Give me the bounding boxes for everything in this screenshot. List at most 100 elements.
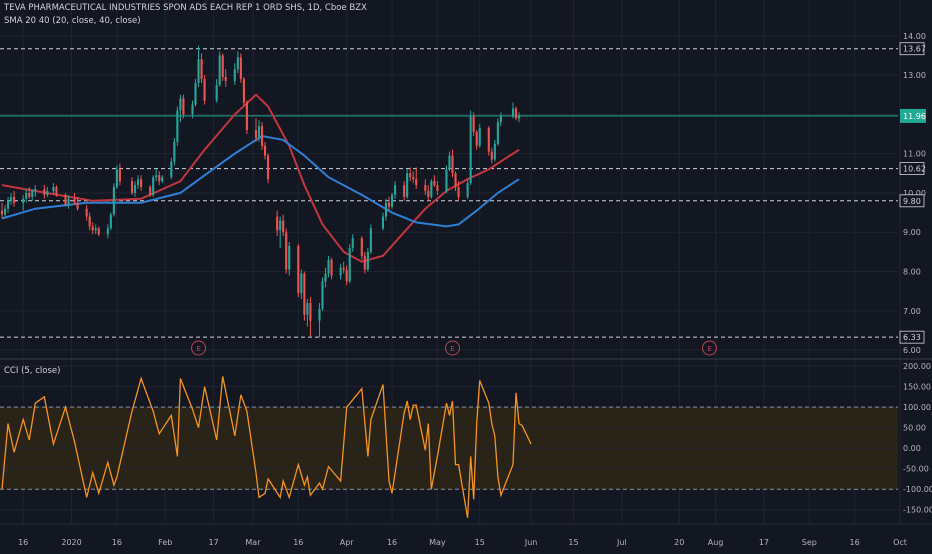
- price-level-tag: [899, 194, 925, 208]
- candle-body: [91, 226, 94, 231]
- candle-body: [31, 190, 34, 197]
- candle-body: [363, 255, 366, 270]
- candle-body: [161, 177, 164, 182]
- date-axis-tick: 20: [674, 538, 684, 547]
- earnings-marker: [702, 340, 718, 356]
- candle-body: [403, 185, 406, 197]
- candle-body: [133, 185, 137, 193]
- candle-body: [25, 192, 28, 199]
- candle-body: [28, 192, 31, 197]
- price-level-tag: [899, 162, 925, 175]
- candle-body: [381, 216, 385, 229]
- candle-body: [52, 187, 55, 191]
- candle-body: [342, 267, 345, 270]
- candle-body: [13, 196, 16, 203]
- candle-body: [324, 273, 327, 282]
- candle-body: [88, 216, 91, 227]
- last-price-tag: [900, 108, 926, 123]
- candle-body: [6, 200, 10, 209]
- candle-body: [490, 151, 493, 160]
- candle-body: [3, 208, 7, 215]
- cci-legend: CCI (5, close): [4, 366, 61, 376]
- candle-body: [112, 187, 115, 215]
- price-axis-tick: 6.00: [903, 346, 921, 355]
- date-axis-tick: Feb: [158, 538, 172, 547]
- candle-body: [182, 98, 185, 115]
- date-axis-tick: Jul: [616, 538, 627, 547]
- candle-body: [318, 308, 321, 321]
- candle-body: [22, 198, 25, 203]
- candle-body: [155, 175, 158, 178]
- candle-body: [203, 78, 206, 101]
- candle-body: [130, 181, 134, 193]
- candle-body: [394, 185, 397, 195]
- date-axis-tick: 16: [293, 538, 303, 547]
- candle-body: [514, 108, 518, 119]
- candle-body: [233, 69, 236, 81]
- candle-body: [424, 185, 427, 191]
- symbol-title: TEVA PHARMACEUTICAL INDUSTRIES SPON ADS …: [4, 3, 367, 13]
- candle-body: [454, 173, 457, 188]
- date-axis-tick: 16: [387, 538, 397, 547]
- candle-body: [475, 132, 478, 146]
- date-axis-tick: 15: [568, 538, 578, 547]
- earnings-marker: [445, 340, 461, 356]
- price-axis-tick: 11.00: [903, 150, 926, 159]
- date-axis-tick: 16: [18, 538, 28, 547]
- earnings-marker-label: E: [707, 345, 711, 353]
- candle-body: [97, 228, 100, 235]
- candle-body: [478, 128, 481, 146]
- candle-body: [282, 220, 285, 233]
- candle-body: [260, 126, 264, 146]
- candle-body: [306, 302, 309, 315]
- date-axis-tick: 16: [850, 538, 860, 547]
- earnings-marker: [191, 340, 207, 356]
- candle-body: [254, 130, 258, 138]
- candle-body: [457, 187, 460, 197]
- candle-body: [300, 273, 303, 294]
- candle-body: [345, 269, 348, 282]
- cci-axis-tick: -150.00: [903, 506, 932, 515]
- candle-body: [109, 214, 112, 229]
- price-level-label: 10.62: [903, 165, 926, 174]
- candle-body: [115, 169, 118, 188]
- candle-body: [46, 190, 49, 195]
- candle-body: [200, 59, 203, 79]
- candle-body: [430, 181, 433, 197]
- price-level-tag: [899, 42, 925, 56]
- date-axis-tick: Oct: [893, 538, 907, 547]
- sma-40-line: [1, 134, 520, 228]
- candle-body: [412, 177, 415, 180]
- candle-body: [197, 59, 200, 83]
- candle-body: [499, 116, 502, 123]
- candle-body: [73, 198, 76, 203]
- candle-body: [10, 196, 13, 201]
- candle-body: [390, 194, 394, 207]
- price-level-label: 13.67: [903, 45, 926, 54]
- candle-body: [427, 190, 430, 197]
- candle-body: [0, 210, 4, 215]
- candle-body: [469, 116, 472, 184]
- candle-body: [360, 238, 363, 256]
- candle-body: [472, 116, 475, 133]
- candle-body: [351, 238, 354, 248]
- earnings-marker-label: E: [450, 345, 454, 353]
- candle-body: [106, 228, 109, 235]
- candle-body: [339, 267, 342, 276]
- candle-body: [451, 155, 454, 174]
- candle-body: [436, 185, 439, 191]
- candle-body: [179, 98, 182, 111]
- price-level-label: 6.33: [903, 333, 921, 342]
- date-axis-tick: Sep: [802, 538, 817, 547]
- candle-body: [448, 155, 451, 170]
- candle-body: [236, 57, 239, 70]
- cci-axis-tick: 150.00: [903, 383, 931, 392]
- candle-body: [118, 169, 121, 182]
- candle-body: [517, 115, 521, 119]
- candle-body: [409, 173, 412, 178]
- candle-body: [215, 84, 218, 101]
- candle-body: [445, 169, 448, 191]
- candle-body: [94, 228, 97, 231]
